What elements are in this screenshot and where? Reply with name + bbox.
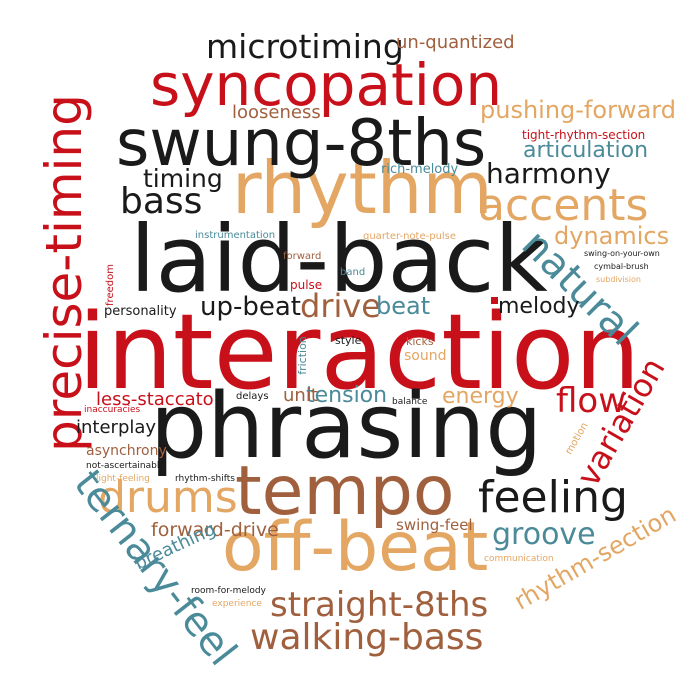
word-style: style	[335, 334, 362, 347]
word-cymbal-brush: cymbal-brush	[594, 262, 649, 271]
word-interaction: interaction	[78, 291, 641, 413]
word-rhythm-shifts: rhythm-shifts	[175, 474, 235, 484]
word-experience: experience	[212, 599, 262, 609]
word-drive: drive	[300, 287, 381, 325]
word-band: band	[340, 267, 366, 278]
word-forward-drive: forward-drive	[151, 519, 279, 541]
word-phrasing: phrasing	[150, 374, 543, 479]
word-asynchrony: asynchrony	[86, 443, 167, 459]
word-pulse: pulse	[290, 278, 323, 292]
word-straight-8ths: straight-8ths	[270, 585, 489, 625]
word-less-staccato: less-staccato	[96, 389, 214, 410]
word-personality: personality	[104, 304, 177, 319]
word-swung-8ths: swung-8ths	[116, 107, 487, 181]
word-sound: sound	[404, 348, 447, 364]
word-syncopation: syncopation	[150, 51, 503, 119]
word-rhythm: rhythm	[232, 146, 493, 230]
word-looseness: looseness	[232, 102, 321, 123]
word-rich-melody: rich-melody	[381, 162, 459, 177]
word-pushing-forward: pushing-forward	[480, 96, 676, 124]
word-accents: accents	[478, 180, 649, 231]
word-inaccuracies: inaccuracies	[84, 405, 141, 415]
word-microtiming: microtiming	[206, 27, 404, 66]
word-instrumentation: instrumentation	[195, 230, 276, 241]
word-delays: delays	[236, 391, 269, 402]
word-bass: bass	[120, 181, 203, 222]
word-unit: unit	[283, 385, 318, 406]
word-tempo: tempo	[235, 452, 455, 531]
word-freedom: freedom	[104, 264, 116, 306]
word-laid-back: laid-back	[130, 206, 548, 313]
word-room-for-melody: room-for-melody	[191, 586, 266, 596]
word-melody: melody	[498, 294, 580, 319]
word-swing-on-your-own: swing-on-your-own	[584, 249, 660, 258]
word-not-ascertainable: not-ascertainable	[86, 461, 165, 471]
word-balance: balance	[392, 397, 428, 407]
word-off-beat: off-beat	[222, 508, 489, 587]
word-harmony: harmony	[486, 157, 611, 190]
word-up-beat: up-beat	[200, 292, 301, 322]
word-subdivision: subdivision	[596, 275, 641, 284]
word-quarter-note-pulse: quarter-note-pulse	[363, 231, 457, 242]
word-light-feeling: light-feeling	[96, 474, 150, 484]
word-tension: tension	[306, 383, 388, 408]
word-friction: friction	[295, 336, 309, 375]
word-drums: drums	[98, 472, 238, 523]
accent-square	[491, 297, 498, 304]
word-forward: forward	[283, 251, 322, 262]
word-feeling: feeling	[478, 472, 628, 523]
word-communication: communication	[484, 554, 554, 564]
word-un-quantized: un-quantized	[396, 32, 515, 53]
word-articulation: articulation	[523, 138, 649, 163]
word-swing-feel: swing-feel	[396, 516, 473, 534]
word-energy: energy	[442, 384, 519, 409]
word-beat: beat	[376, 292, 431, 320]
word-tight-rhythm-section: tight-rhythm-section	[522, 128, 646, 142]
word-kicks: kicks	[406, 335, 434, 348]
word-flow: flow	[556, 381, 627, 421]
word-timing: timing	[143, 164, 223, 193]
word-dynamics: dynamics	[554, 222, 670, 250]
word-precise-timing: precise-timing	[34, 94, 93, 452]
word-interplay: interplay	[76, 417, 157, 438]
word-groove: groove	[492, 517, 596, 552]
word-walking-bass: walking-bass	[250, 617, 484, 658]
